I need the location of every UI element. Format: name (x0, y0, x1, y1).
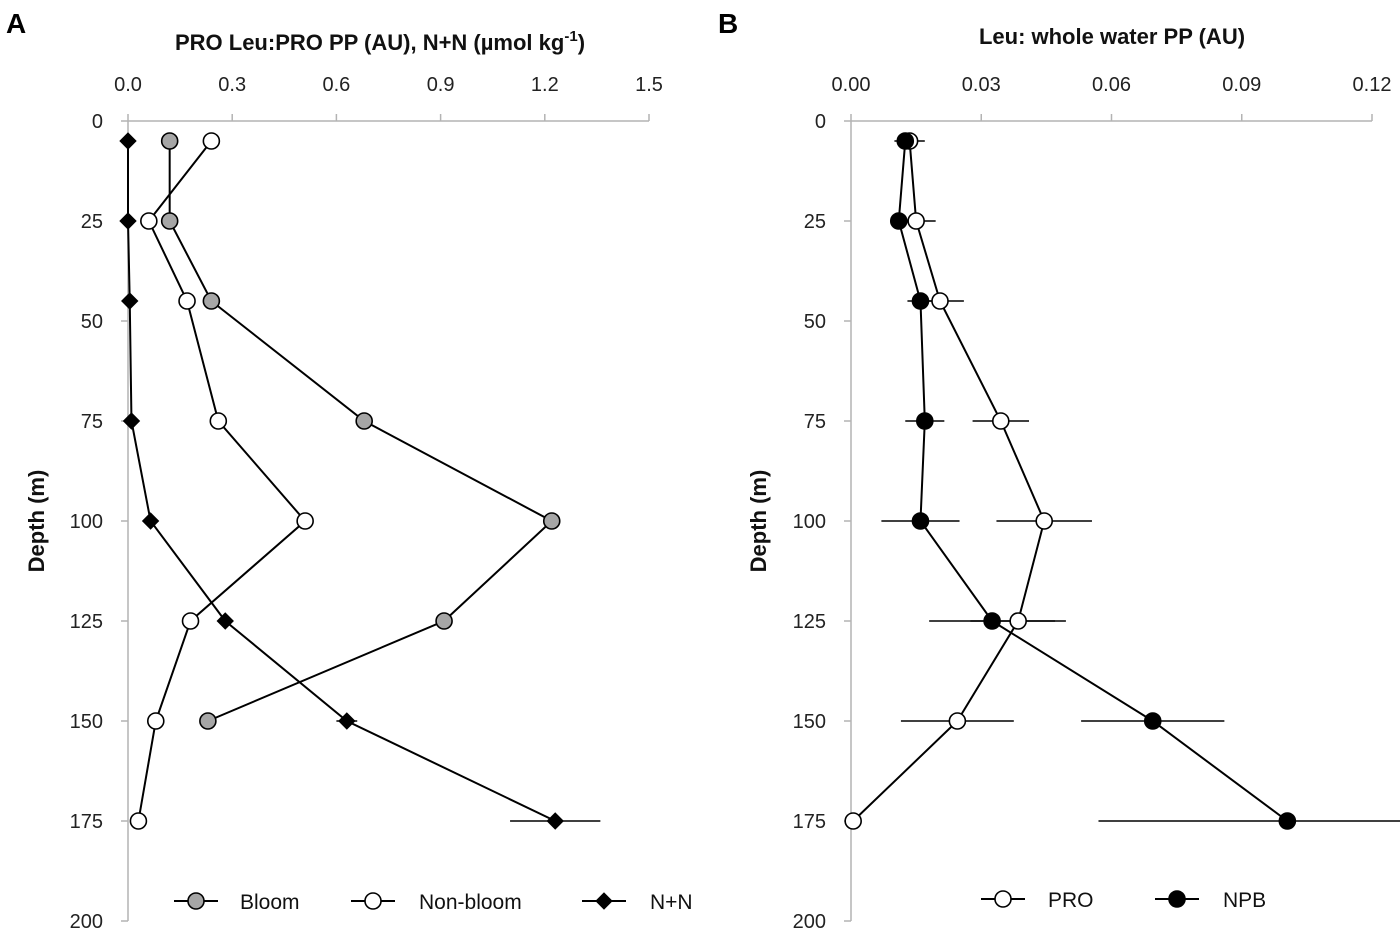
data-point-n-n (121, 292, 139, 310)
data-point-n-n (119, 212, 137, 230)
x-tick-label: 0.03 (962, 74, 1001, 96)
x-tick-label: 0.06 (1092, 74, 1131, 96)
data-point-npb (911, 292, 930, 310)
data-point-npb (889, 212, 908, 230)
legend-label-bloom: Bloom (240, 891, 300, 914)
x-tick-label: 0.0 (114, 74, 142, 96)
data-point-pro (1035, 512, 1054, 530)
data-point-n-n (141, 512, 160, 530)
data-point-npb (983, 612, 1001, 630)
data-point-npb (896, 132, 915, 150)
x-tick-label: 0.09 (1222, 74, 1261, 96)
legend-marker-pro (994, 890, 1012, 908)
y-tick-label: 200 (70, 911, 103, 933)
data-point-npb (1278, 812, 1297, 830)
series-line-pro (852, 140, 1046, 822)
data-point-n-n (546, 812, 564, 830)
legend-marker-non-bloom (364, 892, 382, 910)
data-point-bloom (160, 132, 179, 150)
panel-a: A PRO Leu:PRO PP (AU), N+N (µmol kg-1) Dep… (6, 8, 693, 933)
y-tick-label: 175 (70, 811, 103, 833)
series-line-npb (897, 140, 1288, 822)
legend-item-npb: NPB (1155, 889, 1266, 912)
legend-label-npb: NPB (1223, 889, 1266, 912)
y-tick-label: 0 (92, 111, 103, 133)
data-point-n-n (216, 612, 234, 630)
series-line-n-n (127, 141, 556, 822)
data-point-npb (1143, 712, 1162, 730)
y-tick-label: 75 (81, 411, 103, 433)
data-point-pro (948, 712, 967, 730)
data-point-n-n (122, 412, 141, 430)
data-point-non-bloom (209, 412, 228, 430)
data-point-bloom (199, 712, 217, 730)
y-axis-title: Depth (m) (24, 470, 49, 573)
legend-label-pro: PRO (1048, 889, 1094, 912)
data-point-pro (1009, 612, 1027, 630)
data-point-n-n (119, 132, 137, 150)
data-point-bloom (160, 212, 179, 230)
y-tick-label: 175 (793, 811, 826, 833)
data-point-pro (991, 412, 1010, 430)
y-tick-label: 25 (804, 211, 826, 233)
data-point-bloom (202, 292, 221, 310)
y-tick-label: 100 (793, 511, 826, 533)
data-point-bloom (435, 612, 453, 630)
data-point-npb (916, 412, 934, 430)
y-tick-label: 150 (793, 711, 826, 733)
y-axis-title: Depth (m) (746, 470, 771, 573)
data-point-pro (931, 292, 949, 310)
x-tick-label: 0.9 (427, 74, 455, 96)
legend-marker-n-n (595, 892, 613, 910)
legend-item-pro: PRO (981, 889, 1094, 912)
panel-label: A (6, 8, 26, 39)
y-tick-label: 25 (81, 211, 103, 233)
x-tick-label: 0.00 (832, 74, 871, 96)
y-tick-label: 150 (70, 711, 103, 733)
legend-label-n-n: N+N (650, 891, 693, 914)
legend-item-non-bloom: Non-bloom (351, 891, 522, 914)
x-axis-title: PRO Leu:PRO PP (AU), N+N (µmol kg-1) (175, 28, 585, 55)
data-point-non-bloom (178, 292, 196, 310)
data-point-npb (911, 512, 930, 530)
y-tick-label: 200 (793, 911, 826, 933)
y-tick-label: 0 (815, 111, 826, 133)
data-point-non-bloom (296, 512, 314, 530)
data-point-non-bloom (181, 612, 200, 630)
legend-marker-bloom (187, 892, 205, 910)
panel-b: B Leu: whole water PP (AU) Depth (m) 0.00 0.… (718, 8, 1400, 933)
x-tick-label: 1.2 (531, 74, 559, 96)
x-tick-label: 1.5 (635, 74, 663, 96)
y-tick-label: 50 (804, 311, 826, 333)
panel-label: B (718, 8, 738, 39)
data-point-non-bloom (202, 132, 221, 150)
data-point-pro (907, 212, 925, 230)
data-point-bloom (355, 412, 373, 430)
legend-item-bloom: Bloom (174, 891, 300, 914)
data-point-non-bloom (129, 812, 148, 830)
y-tick-label: 75 (804, 411, 826, 433)
data-point-non-bloom (146, 712, 165, 730)
legend-label-non-bloom: Non-bloom (419, 891, 522, 914)
x-tick-label: 0.3 (218, 74, 246, 96)
x-axis-title: Leu: whole water PP (AU) (979, 24, 1245, 49)
series-line-non-bloom (137, 140, 307, 822)
y-tick-label: 50 (81, 311, 103, 333)
y-tick-label: 125 (70, 611, 103, 633)
y-tick-label: 125 (793, 611, 826, 633)
data-point-bloom (542, 512, 561, 530)
x-tick-label: 0.6 (322, 74, 350, 96)
x-tick-label: 0.12 (1353, 74, 1392, 96)
data-point-n-n (338, 712, 356, 730)
legend-item-n-n: N+N (582, 891, 693, 914)
legend-marker-npb (1168, 890, 1186, 908)
data-point-non-bloom (140, 212, 158, 230)
data-point-pro (844, 812, 862, 830)
y-tick-label: 100 (70, 511, 103, 533)
